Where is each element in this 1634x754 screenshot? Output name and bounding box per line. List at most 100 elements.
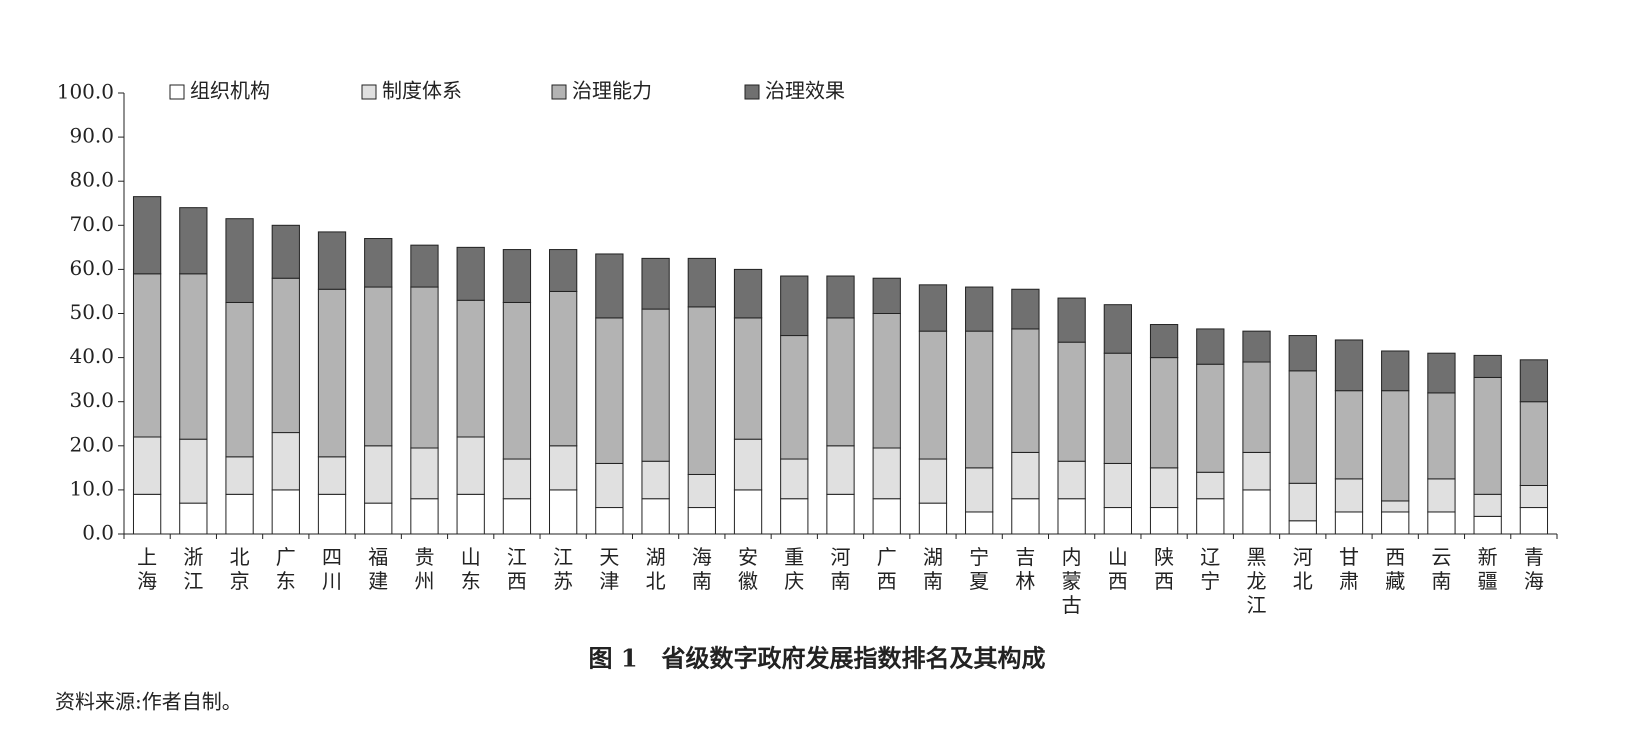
bar-segment [179,502,208,535]
bar-segment [918,330,948,460]
bar-segment [502,458,532,500]
x-tick-label: 黑龙江 [1247,545,1267,617]
y-tick-label: 70.0 [69,212,114,236]
x-tick-label: 天津 [599,545,619,593]
bar-segment [780,335,809,460]
legend-label: 制度体系 [382,79,462,103]
x-tick-label: 北京 [230,545,250,593]
legend-label: 治理效果 [765,79,845,103]
bar-segment [965,286,994,332]
bar-segment [1057,341,1086,462]
bar-segment [317,493,347,535]
bar-segment [1334,390,1364,480]
bar-segment [1149,467,1179,509]
bar-segment [1242,489,1271,535]
bar-segment [502,498,532,535]
bar-segment [1288,482,1317,522]
x-tick-label: 新疆 [1478,545,1498,593]
y-tick-label: 100.0 [57,80,114,104]
bar-segment [1334,339,1364,392]
bar-segment [1288,520,1317,535]
bar-segment [317,456,347,495]
x-tick-label: 广东 [276,545,296,593]
bar-segment [1473,376,1502,495]
bar-segment [456,299,485,438]
bar-segment [733,268,763,319]
bar-segment [872,447,901,500]
legend-swatch [744,84,760,100]
y-tick-label: 40.0 [69,344,114,368]
bar-segment [780,275,809,337]
bar-segment [502,249,532,303]
bar-segment [1011,498,1040,535]
bar-segment [1427,478,1456,513]
bar-segment [687,507,716,535]
legend-label: 组织机构 [190,79,270,103]
bar-segment [1103,304,1132,354]
bar-segment [1288,335,1317,372]
bar-segment [826,493,855,535]
bar-segment [1519,507,1549,535]
x-tick-label: 湖南 [923,545,943,593]
bar-segment [1427,352,1456,394]
bar-segment [132,273,162,438]
bar-segment [1103,507,1132,535]
bar-segment [410,244,439,288]
x-tick-label: 山东 [461,545,481,593]
x-tick-label: 辽宁 [1200,545,1220,593]
x-tick-label: 河南 [831,545,851,593]
bar-segment [687,306,716,475]
bar-segment [826,317,855,447]
y-tick-label: 50.0 [69,300,114,324]
bar-segment [1196,363,1225,473]
bar-segment [918,458,948,504]
bar-segment [179,438,208,504]
x-tick-label: 贵州 [414,545,434,593]
bar-segment [410,447,439,500]
bar-segment [687,257,716,308]
bar-segment [733,438,763,491]
x-tick-label: 广西 [877,545,897,593]
x-tick-label: 内蒙古 [1062,545,1082,617]
legend-swatch [361,84,377,100]
legend-label: 治理能力 [572,79,652,103]
y-tick-label: 80.0 [69,168,114,192]
bar-segment [1196,498,1225,535]
bar-segment [1381,350,1410,392]
bar-segment [1334,511,1364,535]
bar-segment [1103,352,1132,464]
x-tick-label: 江西 [507,545,527,593]
bar-segment [456,493,485,535]
y-tick-label: 90.0 [69,124,114,148]
bar-segment [1519,484,1549,509]
x-tick-label: 湖北 [646,545,666,593]
bar-segment [1011,328,1040,453]
bar-segment [1057,498,1086,535]
bar-segment [1427,392,1456,480]
y-tick-label: 30.0 [69,388,114,412]
bar-segment [595,462,624,509]
bar-segment [317,231,347,290]
bar-segment [364,502,393,535]
bar-segment [641,308,670,462]
bar-segment [1334,478,1364,513]
bar-segment [132,436,162,495]
legend-swatch [551,84,567,100]
bar-segment [456,246,485,301]
x-tick-label: 重庆 [784,545,804,593]
bar-segment [1473,354,1502,378]
x-tick-label: 山西 [1108,545,1128,593]
bar-segment [965,330,994,469]
bar-segment [364,445,393,504]
bar-segment [965,467,994,513]
bar-segment [1103,462,1132,509]
bar-segment [1196,328,1225,365]
bar-segment [456,436,485,495]
bar-segment [271,432,300,491]
x-tick-label: 陕西 [1154,545,1174,593]
bar-segment [641,257,670,310]
x-tick-label: 甘肃 [1339,545,1359,593]
bar-segment [1519,359,1549,403]
bar-segment [1242,361,1271,453]
x-tick-label: 安徽 [738,545,758,593]
